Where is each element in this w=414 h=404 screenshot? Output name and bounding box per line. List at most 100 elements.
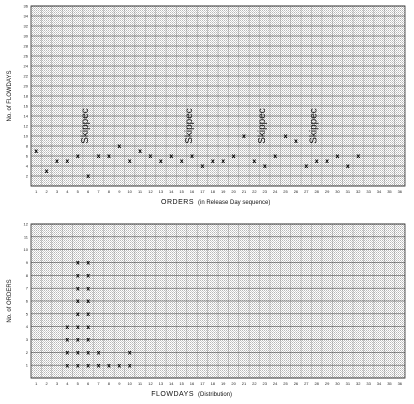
data-point-x: x <box>76 362 80 369</box>
data-point-x: x <box>97 362 101 369</box>
data-point-x: x <box>107 362 111 369</box>
data-point-x: x <box>86 350 90 357</box>
data-point-x: x <box>159 158 163 165</box>
x-tick-label: 27 <box>304 189 309 194</box>
y-tick-label: 16 <box>24 104 29 109</box>
x-tick-label: 35 <box>387 381 392 386</box>
x-tick-label: 23 <box>263 189 268 194</box>
x-tick-label: 22 <box>252 189 257 194</box>
data-point-x: x <box>76 285 80 292</box>
data-point-x: x <box>76 350 80 357</box>
data-point-x: x <box>263 163 267 170</box>
data-point-x: x <box>211 158 215 165</box>
y-tick-label: 6 <box>26 154 29 159</box>
data-point-x: x <box>232 153 236 160</box>
x-tick-label: 5 <box>77 189 80 194</box>
y-tick-label: 10 <box>24 134 29 139</box>
x-tick-label: 35 <box>387 189 392 194</box>
y-tick-label: 10 <box>24 247 29 252</box>
x-tick-label: 24 <box>273 189 278 194</box>
x-tick-label: 13 <box>159 381 164 386</box>
y-tick-label: 7 <box>26 286 29 291</box>
x-tick-label: 27 <box>304 381 309 386</box>
x-tick-label: 19 <box>221 189 226 194</box>
data-point-x: x <box>86 324 90 331</box>
x-tick-label: 1 <box>35 189 38 194</box>
data-point-x: x <box>86 173 90 180</box>
x-tick-label: 1 <box>35 381 38 386</box>
x-tick-label: 13 <box>159 189 164 194</box>
data-point-x: x <box>76 337 80 344</box>
data-point-x: x <box>325 158 329 165</box>
data-point-x: x <box>190 153 194 160</box>
x-tick-label: 3 <box>56 189 59 194</box>
data-point-x: x <box>221 158 225 165</box>
x-tick-label: 8 <box>108 381 111 386</box>
x-tick-label: 26 <box>294 381 299 386</box>
data-point-x: x <box>86 362 90 369</box>
y-tick-label: 2 <box>26 174 29 179</box>
y-tick-label: 11 <box>24 234 29 239</box>
annotation-label: Skippec <box>257 108 268 144</box>
data-point-x: x <box>86 298 90 305</box>
y-tick-label: 4 <box>26 324 29 329</box>
x-tick-label: 24 <box>273 381 278 386</box>
data-point-x: x <box>45 168 49 175</box>
x-tick-label: 10 <box>127 189 132 194</box>
x-tick-label: 9 <box>118 381 121 386</box>
data-point-x: x <box>294 138 298 145</box>
y-tick-label: 34 <box>24 14 29 19</box>
y-tick-label: 18 <box>24 94 29 99</box>
x-tick-label: 2 <box>45 189 48 194</box>
data-point-x: x <box>284 133 288 140</box>
y-tick-label: 2 <box>26 350 29 355</box>
data-point-x: x <box>76 324 80 331</box>
y-tick-label: 8 <box>26 144 29 149</box>
annotation-label: Skippec <box>309 108 320 144</box>
data-point-x: x <box>76 260 80 267</box>
x-tick-label: 30 <box>335 381 340 386</box>
x-tick-label: 18 <box>211 189 216 194</box>
x-tick-label: 30 <box>335 189 340 194</box>
data-point-x: x <box>55 158 59 165</box>
data-point-x: x <box>128 158 132 165</box>
data-point-x: x <box>86 260 90 267</box>
x-axis-title: ORDERS <box>161 199 194 206</box>
data-point-x: x <box>65 350 69 357</box>
x-tick-label: 15 <box>179 189 184 194</box>
data-point-x: x <box>242 133 246 140</box>
x-tick-label: 28 <box>314 189 319 194</box>
y-tick-label: 28 <box>24 44 29 49</box>
x-tick-label: 33 <box>366 189 371 194</box>
y-axis-title: No. of ORDERS <box>7 279 13 322</box>
x-tick-label: 8 <box>108 189 111 194</box>
data-point-x: x <box>169 153 173 160</box>
x-axis-note: (in Release Day sequence) <box>198 200 270 206</box>
data-point-x: x <box>65 158 69 165</box>
y-tick-label: 14 <box>24 114 29 119</box>
data-point-x: x <box>76 273 80 280</box>
y-tick-label: 20 <box>24 84 29 89</box>
data-point-x: x <box>180 158 184 165</box>
data-point-x: x <box>86 311 90 318</box>
x-tick-label: 3 <box>56 381 59 386</box>
y-tick-label: 5 <box>26 311 29 316</box>
x-tick-label: 32 <box>356 189 361 194</box>
data-point-x: x <box>356 153 360 160</box>
x-tick-label: 19 <box>221 381 226 386</box>
x-tick-label: 22 <box>252 381 257 386</box>
data-point-x: x <box>65 362 69 369</box>
x-tick-label: 12 <box>148 381 153 386</box>
x-tick-label: 5 <box>77 381 80 386</box>
y-tick-label: 12 <box>24 222 29 227</box>
y-tick-label: 36 <box>24 4 29 9</box>
x-tick-label: 29 <box>325 381 330 386</box>
x-tick-label: 16 <box>190 381 195 386</box>
x-tick-label: 14 <box>169 189 174 194</box>
annotation-label: Skippec <box>80 108 91 144</box>
data-point-x: x <box>117 143 121 150</box>
data-point-x: x <box>117 362 121 369</box>
x-tick-label: 7 <box>97 381 100 386</box>
x-tick-label: 11 <box>138 189 143 194</box>
